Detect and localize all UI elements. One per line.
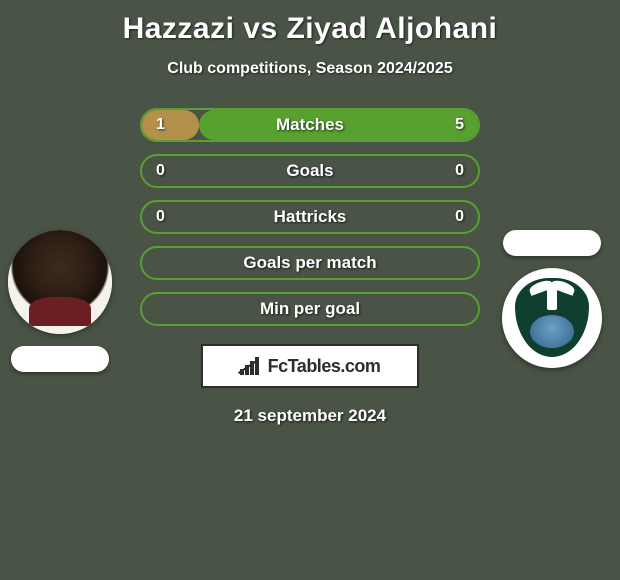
player-left-flag [11,346,109,372]
subtitle: Club competitions, Season 2024/2025 [167,60,452,78]
stat-value-right: 0 [455,162,464,180]
player-left [8,230,112,372]
comparison-area: 1 5 Matches 0 0 Goals 0 0 Hattricks Goals per mat… [0,108,620,326]
player-right [502,230,602,368]
comparison-card: Hazzazi vs Ziyad Aljohani Club competiti… [0,0,620,426]
fctables-chart-icon [240,357,262,375]
club-crest-icon [510,276,594,360]
player-right-badge [502,268,602,368]
stat-column: 1 5 Matches 0 0 Goals 0 0 Hattricks Goals per mat… [140,108,480,326]
date-line: 21 september 2024 [234,406,386,426]
stat-bar: Goals per match [140,246,480,280]
footer-logo: FcTables.com [201,344,419,388]
player-left-avatar [8,230,112,334]
avatar-photo-placeholder [8,230,112,334]
stat-value-right: 5 [455,116,464,134]
stat-bar: 0 0 Hattricks [140,200,480,234]
stat-fill-left [142,110,199,140]
stat-value-left: 0 [156,208,165,226]
stat-value-left: 0 [156,162,165,180]
stat-value-right: 0 [455,208,464,226]
stat-label: Min per goal [260,299,360,319]
stat-label: Matches [276,115,344,135]
page-title: Hazzazi vs Ziyad Aljohani [123,12,498,46]
stat-bar: 0 0 Goals [140,154,480,188]
stat-label: Hattricks [274,207,347,227]
stat-bar: 1 5 Matches [140,108,480,142]
stat-label: Goals per match [243,253,376,273]
stat-label: Goals [286,161,333,181]
stat-bar: Min per goal [140,292,480,326]
footer-logo-text: FcTables.com [268,356,381,377]
stat-value-left: 1 [156,116,165,134]
player-right-flag [503,230,601,256]
